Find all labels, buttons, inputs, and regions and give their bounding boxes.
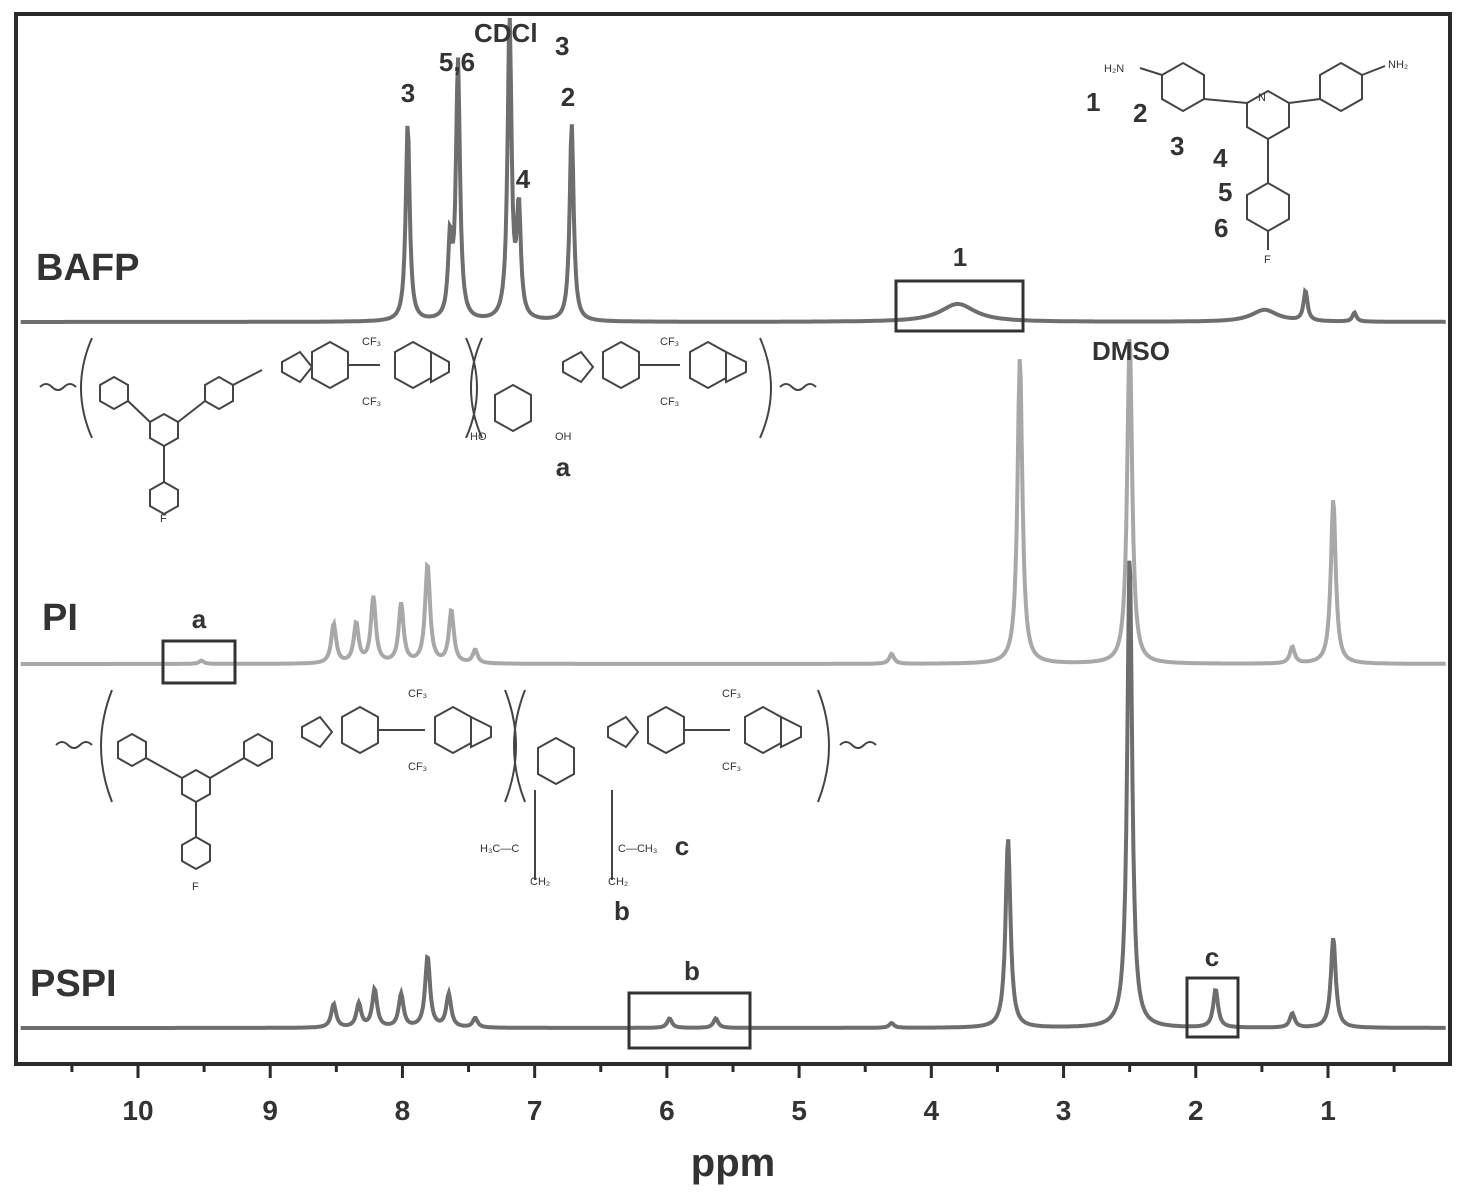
solvent-label-cdcl-sub: 3 — [555, 31, 569, 61]
svg-text:OH: OH — [555, 431, 572, 443]
svg-text:CF₃: CF₃ — [722, 761, 741, 773]
spectrum-line-pspi — [20, 560, 1446, 1030]
x-tick-label: 4 — [924, 1095, 940, 1126]
svg-text:CF₃: CF₃ — [660, 396, 679, 408]
bafp-num-5: 5 — [1218, 177, 1232, 207]
bafp-structure: H₂N NH₂ N F — [1104, 59, 1408, 266]
svg-text:CF₃: CF₃ — [408, 761, 427, 773]
series-label-pspi: PSPI — [30, 963, 117, 1005]
bafp-num-2: 2 — [1133, 98, 1147, 128]
spectrum-line-pi — [20, 339, 1446, 666]
highlight-box-b — [627, 991, 752, 1050]
spectra-group — [20, 17, 1446, 1030]
pspi-mol-label-c: c — [675, 831, 689, 861]
highlight-box-c — [1185, 976, 1240, 1039]
svg-text:F: F — [160, 513, 167, 525]
svg-text:CF₃: CF₃ — [362, 336, 381, 348]
peak-label-1: 1 — [953, 242, 967, 272]
highlight-box-1 — [894, 279, 1025, 333]
box-label-a: a — [192, 604, 207, 634]
pi-mol-label-a: a — [556, 452, 571, 482]
svg-text:NH₂: NH₂ — [1388, 59, 1408, 71]
bafp-num-3: 3 — [1170, 131, 1184, 161]
highlight-box-a — [161, 639, 237, 685]
svg-text:CF₃: CF₃ — [722, 688, 741, 700]
series-label-bafp: BAFP — [36, 247, 139, 289]
pi-structure: F CF₃ CF₃ CF₃ CF₃ HO OH — [39, 336, 817, 525]
series-label-pi: PI — [42, 597, 78, 639]
svg-text:C—CH₃: C—CH₃ — [618, 843, 657, 855]
spectrum-line-bafp — [20, 17, 1446, 324]
bafp-num-6: 6 — [1214, 213, 1228, 243]
solvent-label-cdcl: CDCl — [474, 18, 538, 48]
svg-text:F: F — [192, 881, 199, 893]
peak-label-2: 2 — [561, 82, 575, 112]
svg-text:CH₂: CH₂ — [608, 876, 628, 888]
x-tick-label: 6 — [659, 1095, 675, 1126]
svg-text:CF₃: CF₃ — [362, 396, 381, 408]
peak-label-5-6: 5,6 — [439, 47, 475, 77]
box-label-b: b — [684, 956, 700, 986]
x-tick-label: 9 — [262, 1095, 278, 1126]
pspi-mol-label-b: b — [614, 896, 630, 926]
x-tick-label: 10 — [122, 1095, 153, 1126]
box-label-c: c — [1205, 942, 1219, 972]
x-axis-ticks: 10 9 8 7 6 5 4 3 2 1 — [70, 1064, 1396, 1126]
pspi-structure: F CF₃ CF₃ CF₃ CF₃ H₃C—C C—CH₃ CH₂ CH₂ — [55, 688, 877, 893]
svg-text:CF₃: CF₃ — [408, 688, 427, 700]
svg-text:H₃C—C: H₃C—C — [480, 843, 519, 855]
x-axis-label: ppm — [691, 1141, 775, 1185]
x-tick-label: 3 — [1056, 1095, 1072, 1126]
svg-text:H₂N: H₂N — [1104, 63, 1124, 75]
x-tick-label: 1 — [1320, 1095, 1336, 1126]
x-tick-label: 5 — [791, 1095, 807, 1126]
svg-text:N: N — [1258, 92, 1266, 104]
solvent-label-dmso: DMSO — [1092, 336, 1170, 366]
svg-text:HO: HO — [470, 431, 487, 443]
peak-label-4: 4 — [516, 164, 531, 194]
x-tick-label: 7 — [527, 1095, 543, 1126]
svg-text:F: F — [1264, 254, 1271, 266]
svg-text:CH₂: CH₂ — [530, 876, 550, 888]
peak-label-3: 3 — [401, 78, 415, 108]
bafp-num-4: 4 — [1213, 143, 1228, 173]
x-tick-label: 2 — [1188, 1095, 1204, 1126]
svg-text:CF₃: CF₃ — [660, 336, 679, 348]
x-tick-label: 8 — [395, 1095, 411, 1126]
bafp-num-1: 1 — [1086, 87, 1100, 117]
plot-frame — [14, 12, 1452, 1066]
